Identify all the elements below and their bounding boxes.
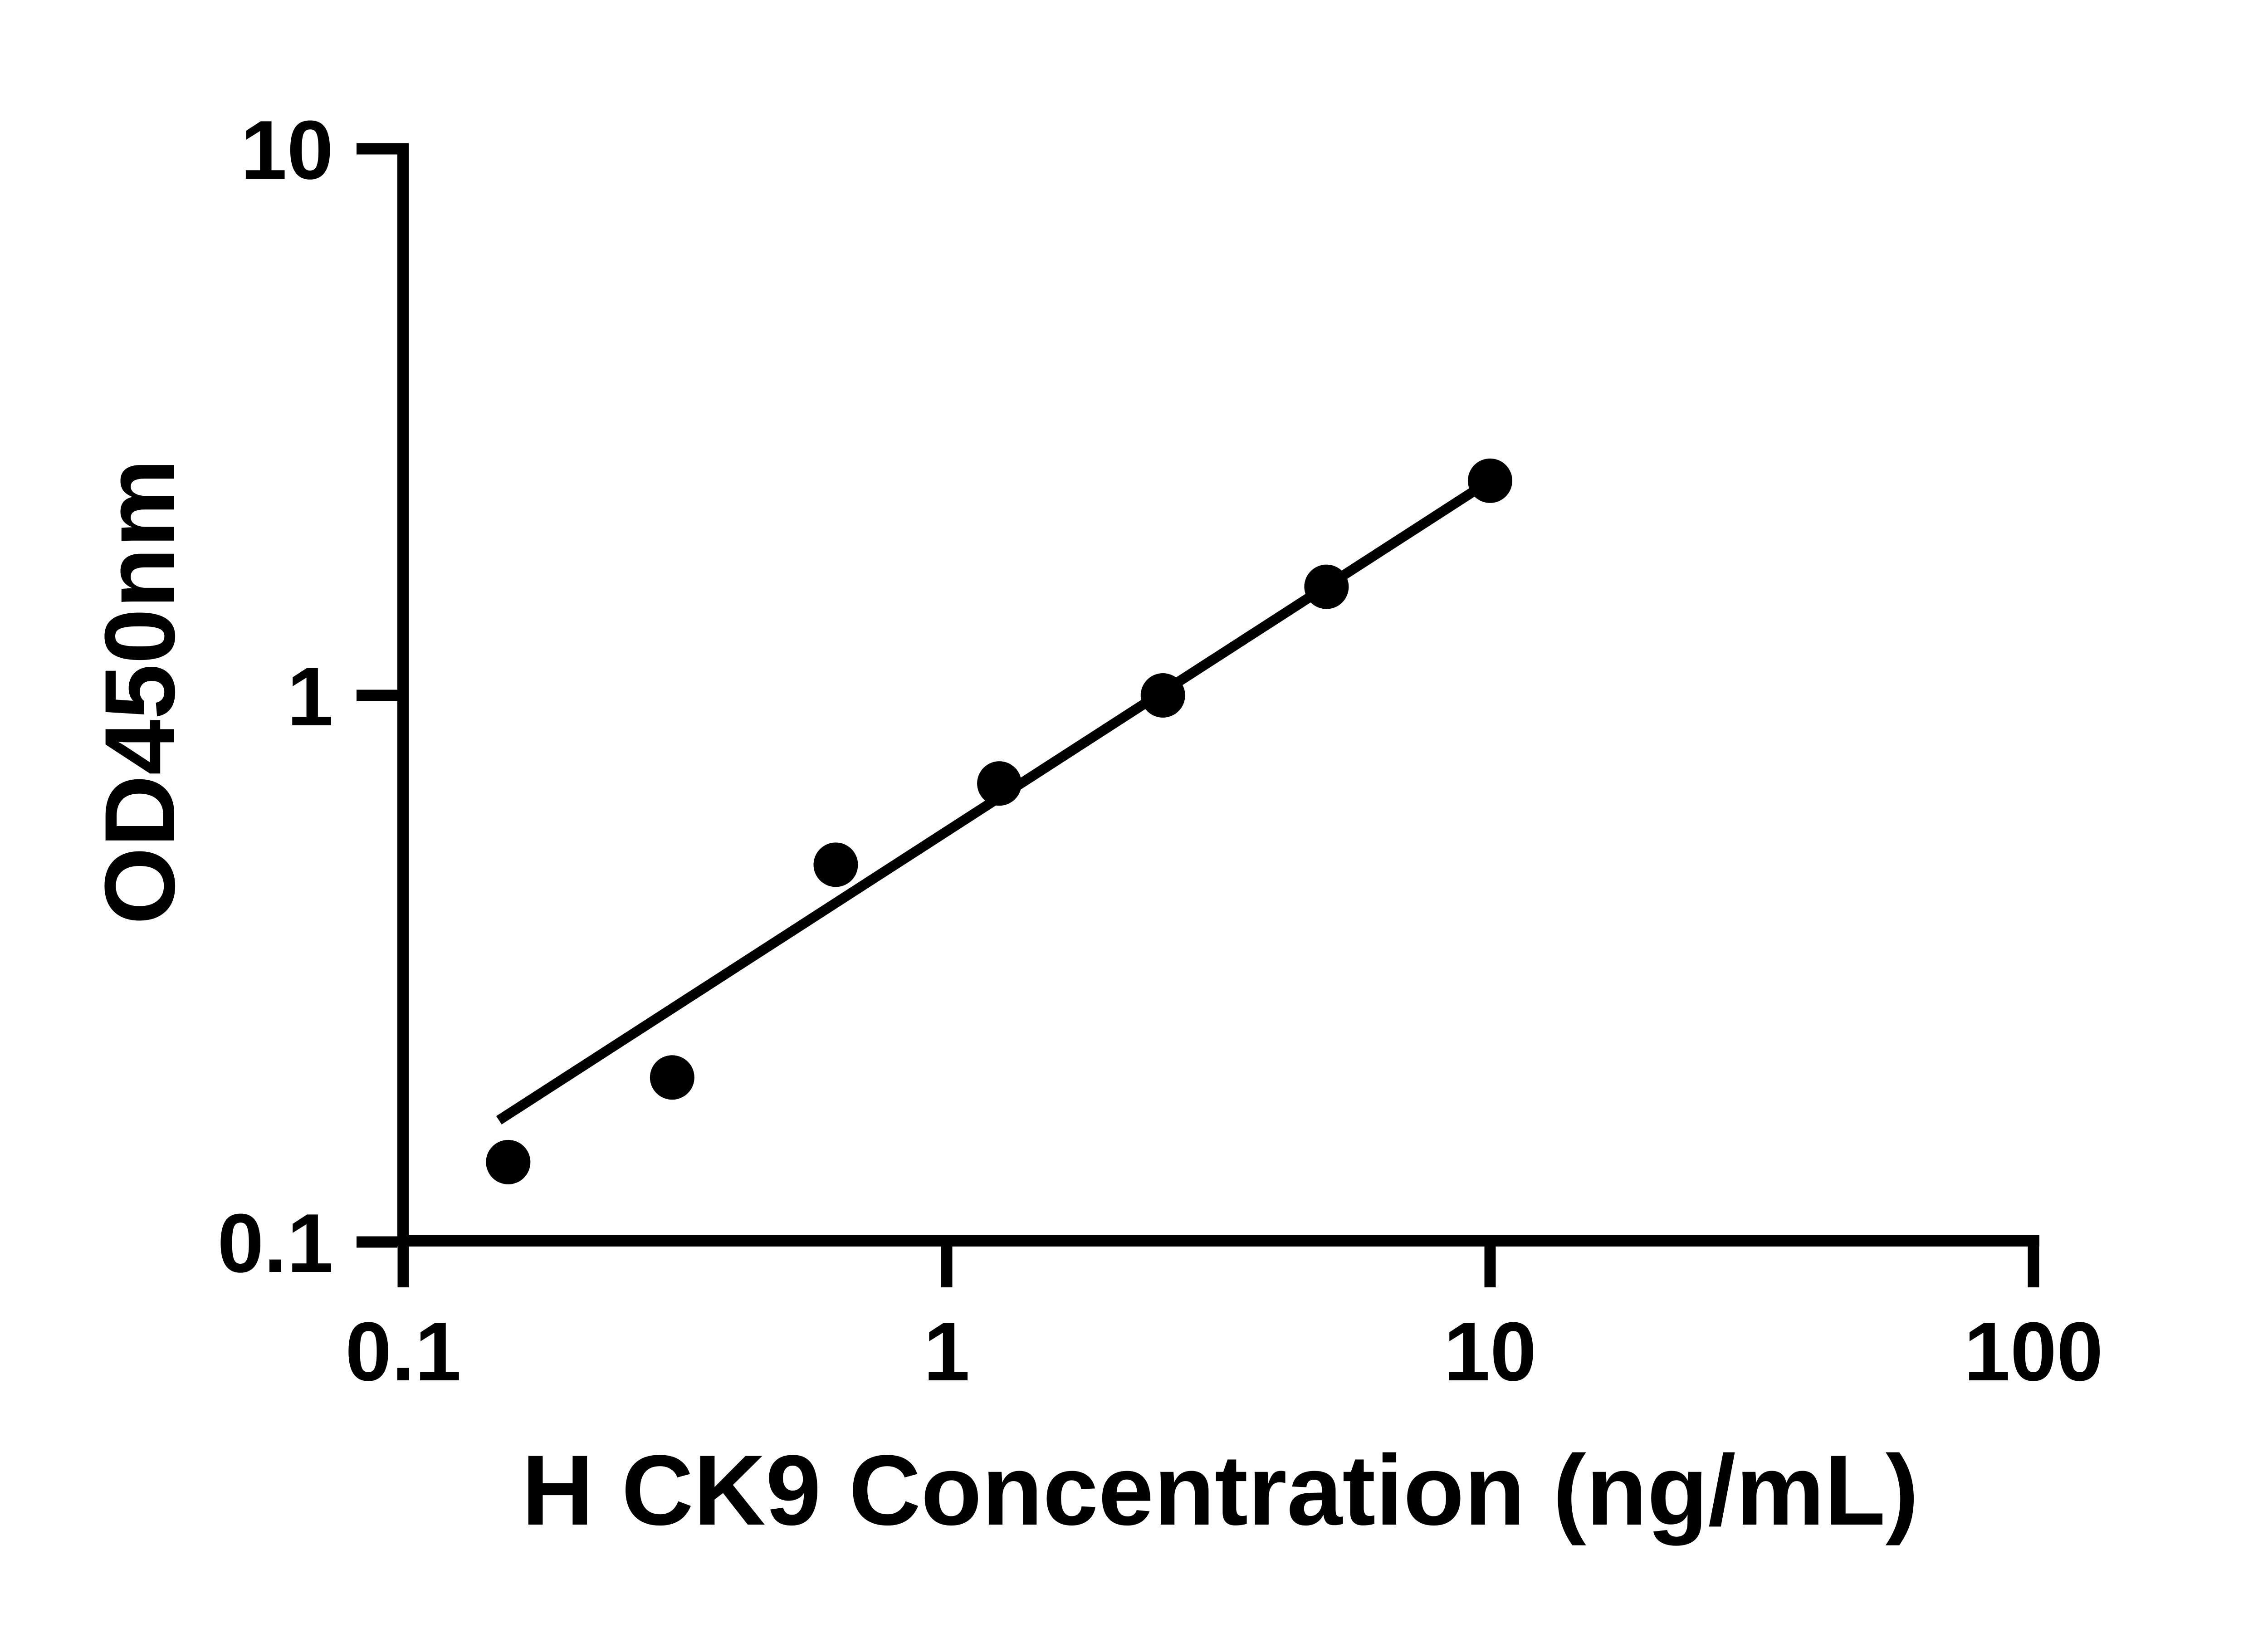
data-point-3 [813, 842, 858, 887]
plot-area: 0.1 1 10 0.1 1 10 100 [217, 103, 2103, 1398]
data-point-2 [650, 1055, 694, 1100]
y-tick-0.1 [357, 1236, 397, 1248]
x-axis-title: H CK9 Concentration (ng/mL) [522, 1434, 1919, 1546]
x-tick-label-1: 1 [924, 1305, 970, 1398]
x-tick-label-10: 10 [1444, 1305, 1537, 1398]
y-axis-title: OD450nm [84, 459, 196, 924]
y-axis-line [397, 143, 409, 1247]
x-axis-line [397, 1235, 2039, 1247]
data-point-5 [1140, 673, 1185, 718]
x-tick-1 [941, 1247, 953, 1287]
x-tick-0.1 [397, 1247, 409, 1287]
data-point-1 [486, 1139, 531, 1184]
y-tick-label-10: 10 [240, 103, 333, 196]
y-tick-10 [357, 143, 397, 155]
x-tick-label-0.1: 0.1 [345, 1305, 461, 1398]
data-point-6 [1304, 564, 1349, 609]
y-tick-label-0.1: 0.1 [217, 1196, 333, 1290]
x-tick-10 [1484, 1247, 1496, 1287]
data-point-4 [977, 761, 1022, 806]
data-point-7 [1468, 458, 1512, 503]
y-tick-label-1: 1 [287, 650, 333, 743]
x-tick-100 [2028, 1247, 2039, 1287]
x-tick-label-100: 100 [1964, 1305, 2103, 1398]
y-tick-1 [357, 689, 397, 701]
